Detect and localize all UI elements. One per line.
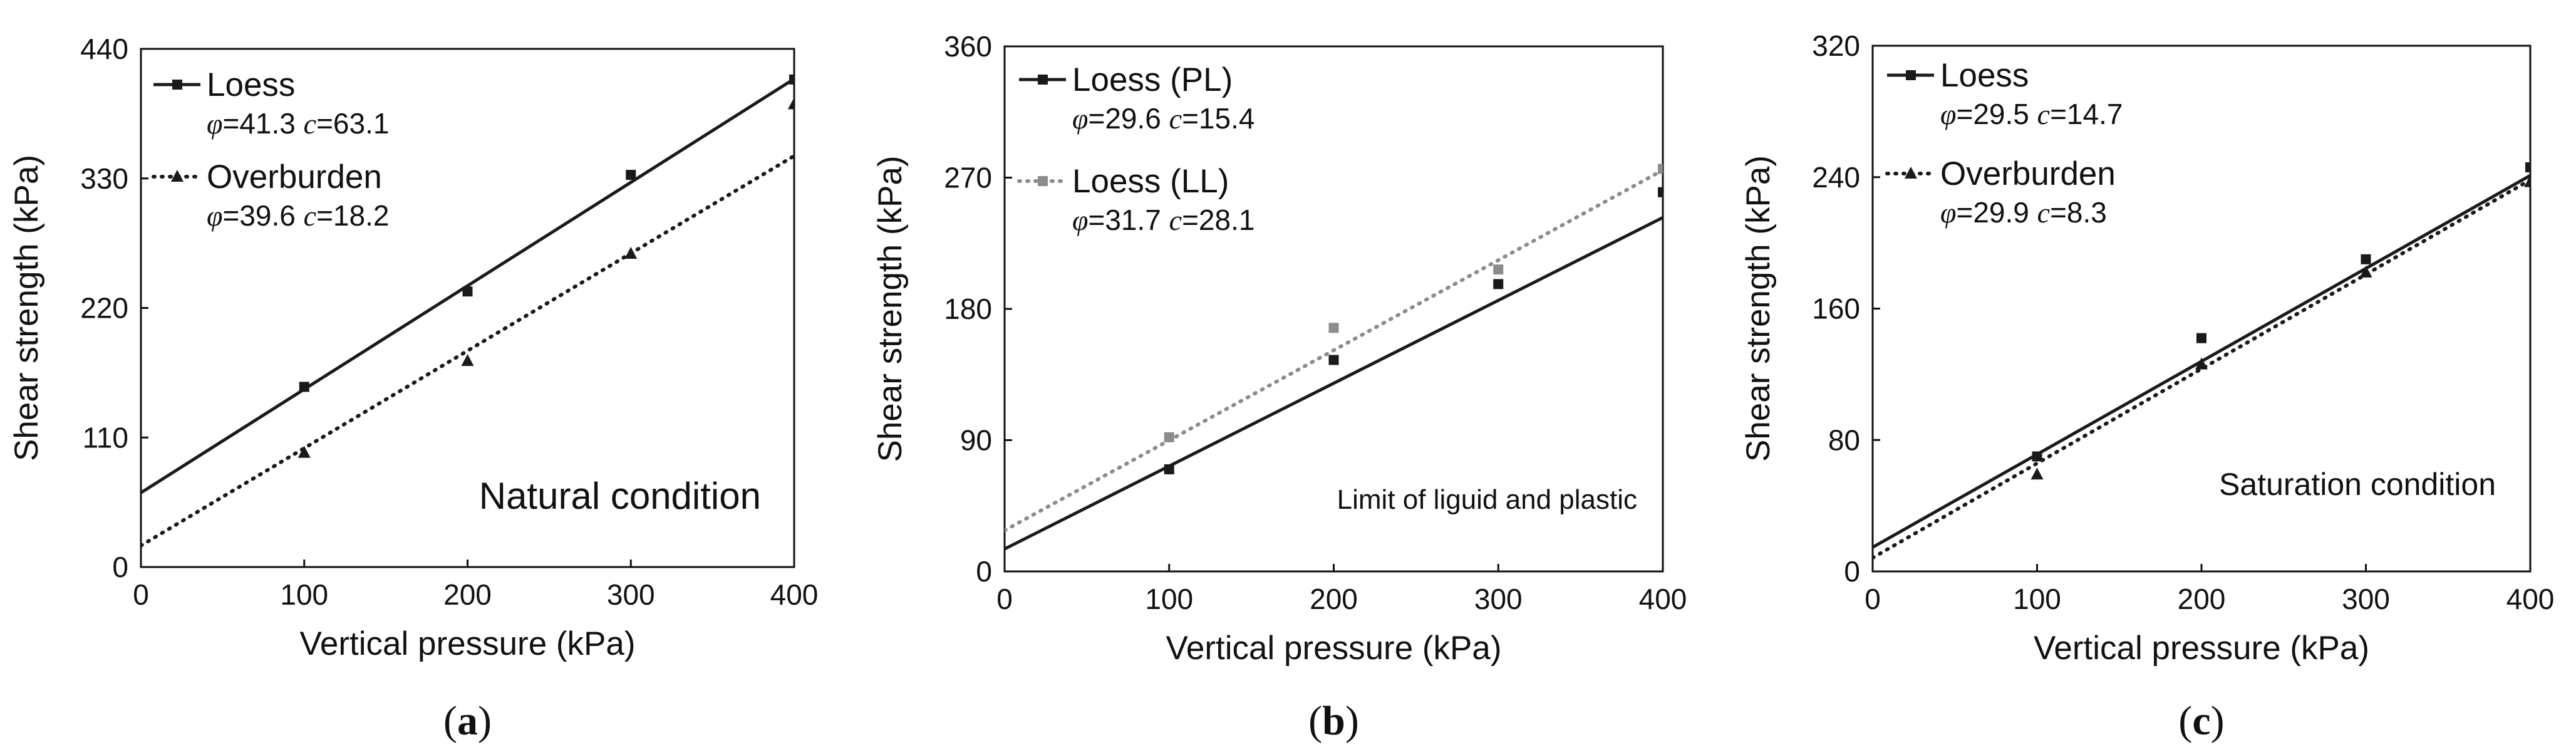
legend-entry: Overburden φ=29.9 c=8.3 xyxy=(1887,155,2116,229)
y-tick-label: 110 xyxy=(83,421,128,454)
fit-parameters: φ=29.5 c=14.7 xyxy=(1940,98,2123,130)
fit-parameters: φ=31.7 c=28.1 xyxy=(1072,204,1254,236)
x-tick-label: 100 xyxy=(280,578,328,611)
legend-marker xyxy=(1038,75,1048,85)
data-point xyxy=(1164,464,1174,474)
figure: 0 100 200 300 400 0 110 220 330 440 Vertical press… xyxy=(0,0,2576,755)
data-point xyxy=(463,286,473,296)
legend-label: Loess (PL) xyxy=(1072,61,1233,98)
data-point xyxy=(298,446,311,458)
y-tick-label: 160 xyxy=(1812,293,1860,325)
x-tick-label: 100 xyxy=(2013,583,2061,615)
legend-entry: Overburden φ=39.6 c=18.2 xyxy=(153,159,389,232)
x-tick-label: 200 xyxy=(1310,583,1358,615)
y-tick-label: 90 xyxy=(960,424,992,457)
legend-entry: Loess (LL) φ=31.7 c=28.1 xyxy=(1019,163,1254,236)
y-tick-label: 320 xyxy=(1812,29,1860,62)
legend-marker xyxy=(1905,167,1917,179)
data-point xyxy=(1329,323,1339,333)
data-point xyxy=(1493,264,1503,274)
x-tick-label: 200 xyxy=(443,578,492,611)
x-axis-label: Vertical pressure (kPa) xyxy=(2034,630,2369,667)
chart-panel-b: 0 100 200 300 400 0 90 180 270 360 Vertical pressu… xyxy=(872,30,1687,744)
x-tick-label: 300 xyxy=(2342,583,2390,615)
y-axis-label: Shear strength (kPa) xyxy=(8,155,45,461)
legend-marker xyxy=(171,170,184,182)
x-tick-label: 100 xyxy=(1145,583,1193,615)
data-point xyxy=(2031,467,2044,479)
y-tick-label: 440 xyxy=(80,33,128,65)
y-axis-label: Shear strength (kPa) xyxy=(872,155,909,462)
data-point xyxy=(462,354,474,366)
panel-label: (c) xyxy=(2178,698,2224,744)
x-tick-label: 0 xyxy=(1865,583,1881,615)
x-tick-label: 200 xyxy=(2178,583,2226,615)
legend-label: Overburden xyxy=(1940,155,2116,192)
fit-parameters: φ=29.6 c=15.4 xyxy=(1072,102,1254,135)
data-point xyxy=(626,170,636,180)
x-tick-label: 400 xyxy=(2506,583,2555,615)
y-tick-label: 80 xyxy=(1828,424,1860,456)
condition-label: Natural condition xyxy=(479,475,761,517)
data-point xyxy=(299,382,309,392)
legend-marker xyxy=(1906,70,1916,80)
legend-label: Overburden xyxy=(207,159,382,195)
legend-label: Loess xyxy=(207,66,295,103)
x-tick-label: 0 xyxy=(133,578,149,611)
y-tick-label: 240 xyxy=(1812,161,1860,194)
data-point xyxy=(2525,162,2535,172)
data-point xyxy=(2196,333,2206,343)
chart-panel-c: 0 100 200 300 400 0 80 160 240 320 Vertical pressu… xyxy=(1740,29,2554,744)
legend-label: Loess (LL) xyxy=(1072,163,1229,200)
fit-parameters: φ=29.9 c=8.3 xyxy=(1940,196,2107,229)
legend-marker xyxy=(1038,176,1048,186)
data-point xyxy=(1658,187,1668,197)
y-axis-label: Shear strength (kPa) xyxy=(1740,155,1777,462)
x-tick-label: 300 xyxy=(607,578,655,611)
data-point xyxy=(2361,254,2371,264)
data-point xyxy=(788,97,800,109)
y-tick-label: 0 xyxy=(112,551,128,583)
y-tick-label: 180 xyxy=(944,293,992,325)
y-tick-label: 0 xyxy=(976,555,992,588)
x-tick-label: 0 xyxy=(996,583,1013,615)
panel-label: (a) xyxy=(443,698,492,744)
x-tick-label: 400 xyxy=(770,578,819,611)
fit-line-square-0 xyxy=(141,79,794,492)
fit-parameters: φ=41.3 c=63.1 xyxy=(207,107,389,140)
x-tick-label: 300 xyxy=(1474,583,1523,615)
x-axis-label: Vertical pressure (kPa) xyxy=(299,625,635,662)
y-tick-label: 360 xyxy=(944,30,992,63)
legend-entry: Loess (PL) φ=29.6 c=15.4 xyxy=(1019,61,1254,135)
data-point xyxy=(789,75,799,85)
legend-label: Loess xyxy=(1940,57,2029,94)
condition-label: Saturation condition xyxy=(2219,467,2496,502)
legend-entry: Loess φ=41.3 c=63.1 xyxy=(153,66,389,140)
data-point xyxy=(1493,279,1503,289)
x-axis-label: Vertical pressure (kPa) xyxy=(1166,630,1501,667)
chart-panel-a: 0 100 200 300 400 0 110 220 330 440 Vertical press… xyxy=(8,33,818,744)
fit-parameters: φ=39.6 c=18.2 xyxy=(207,199,389,232)
legend-entry: Loess φ=29.5 c=14.7 xyxy=(1887,57,2123,130)
x-tick-label: 400 xyxy=(1639,583,1687,615)
data-point xyxy=(1658,164,1668,174)
y-tick-label: 270 xyxy=(944,162,992,194)
data-point xyxy=(1329,355,1339,365)
y-tick-label: 330 xyxy=(80,162,128,195)
y-tick-label: 220 xyxy=(80,292,128,325)
y-tick-label: 0 xyxy=(1844,555,1860,588)
data-point xyxy=(1164,432,1174,442)
legend-marker xyxy=(172,80,182,90)
panel-label: (b) xyxy=(1308,698,1359,744)
data-point xyxy=(624,247,637,259)
condition-label: Limit of liguid and plastic xyxy=(1337,484,1637,515)
